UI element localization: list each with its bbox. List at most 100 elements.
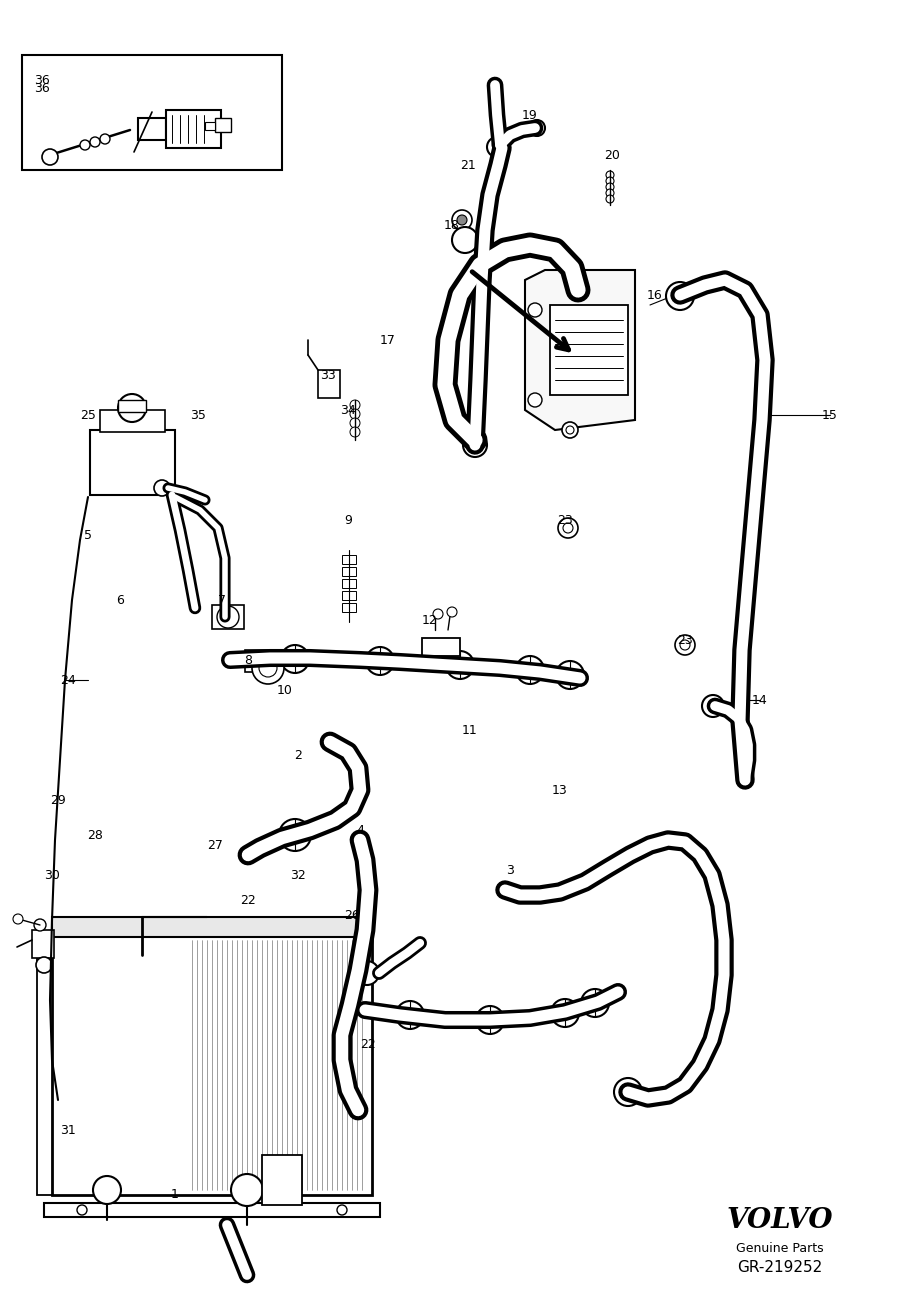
- Circle shape: [528, 303, 542, 317]
- Circle shape: [563, 523, 573, 533]
- Circle shape: [487, 136, 507, 157]
- Text: 27: 27: [207, 838, 223, 852]
- Circle shape: [350, 409, 360, 420]
- Text: 15: 15: [822, 408, 838, 421]
- Circle shape: [355, 961, 379, 985]
- Text: 14: 14: [752, 694, 768, 707]
- Text: 8: 8: [244, 653, 252, 666]
- Bar: [205, 122, 215, 130]
- Bar: [166, 110, 221, 148]
- Circle shape: [231, 1174, 263, 1205]
- Bar: [44, 1203, 380, 1217]
- Bar: [100, 410, 165, 433]
- Text: 36: 36: [34, 82, 50, 95]
- Circle shape: [463, 433, 487, 457]
- Circle shape: [581, 989, 609, 1017]
- Text: 34: 34: [340, 404, 356, 417]
- Bar: [342, 603, 356, 612]
- Bar: [342, 566, 356, 575]
- Circle shape: [452, 210, 472, 230]
- Circle shape: [606, 183, 614, 191]
- Circle shape: [447, 607, 457, 617]
- Circle shape: [90, 136, 100, 147]
- Circle shape: [680, 640, 690, 650]
- Bar: [318, 370, 340, 397]
- Circle shape: [606, 177, 614, 184]
- Circle shape: [606, 188, 614, 197]
- Circle shape: [259, 659, 277, 677]
- Text: 17: 17: [380, 334, 396, 347]
- Bar: [422, 638, 460, 656]
- Circle shape: [80, 140, 90, 149]
- Circle shape: [42, 149, 58, 165]
- Text: 9: 9: [344, 513, 352, 526]
- Bar: [138, 118, 166, 140]
- Circle shape: [566, 426, 574, 434]
- Text: 16: 16: [647, 288, 663, 301]
- Text: 36: 36: [34, 74, 50, 87]
- Circle shape: [606, 195, 614, 203]
- Text: 28: 28: [87, 829, 103, 842]
- Text: 7: 7: [218, 594, 226, 607]
- Text: Genuine Parts: Genuine Parts: [737, 1242, 824, 1255]
- Circle shape: [562, 422, 578, 438]
- Circle shape: [558, 518, 578, 538]
- Circle shape: [100, 134, 110, 144]
- Circle shape: [350, 427, 360, 436]
- Text: GR-219252: GR-219252: [737, 1260, 823, 1276]
- Text: 24: 24: [60, 673, 76, 686]
- Text: 3: 3: [506, 864, 514, 877]
- Text: 6: 6: [116, 594, 124, 607]
- Text: 22: 22: [360, 1038, 376, 1051]
- Circle shape: [614, 1078, 642, 1105]
- Bar: [52, 917, 372, 937]
- Text: 13: 13: [552, 783, 568, 796]
- Circle shape: [350, 400, 360, 410]
- Circle shape: [281, 646, 309, 673]
- Circle shape: [702, 695, 724, 717]
- Circle shape: [446, 651, 474, 679]
- Circle shape: [551, 999, 579, 1028]
- Circle shape: [13, 914, 23, 924]
- Text: 35: 35: [190, 408, 206, 421]
- Bar: [245, 650, 280, 672]
- Circle shape: [34, 918, 46, 931]
- Circle shape: [279, 818, 311, 851]
- Circle shape: [337, 1205, 347, 1215]
- Text: 25: 25: [80, 408, 96, 421]
- Circle shape: [433, 609, 443, 620]
- Text: 1: 1: [171, 1189, 179, 1202]
- Text: 23: 23: [557, 513, 573, 526]
- Text: 5: 5: [84, 529, 92, 542]
- Text: 30: 30: [44, 869, 60, 882]
- Bar: [342, 579, 356, 588]
- Circle shape: [529, 120, 545, 136]
- PathPatch shape: [525, 270, 635, 430]
- Circle shape: [457, 216, 467, 225]
- Text: 26: 26: [344, 908, 360, 921]
- Bar: [342, 591, 356, 600]
- Text: 23: 23: [677, 634, 693, 647]
- Text: 4: 4: [356, 824, 364, 837]
- Text: VOLVO: VOLVO: [727, 1207, 834, 1234]
- Text: 31: 31: [60, 1124, 76, 1137]
- Bar: [212, 605, 244, 629]
- Circle shape: [675, 635, 695, 655]
- Circle shape: [468, 438, 482, 452]
- Circle shape: [606, 171, 614, 179]
- Circle shape: [77, 1205, 87, 1215]
- Circle shape: [252, 652, 284, 685]
- Text: 32: 32: [290, 869, 306, 882]
- Circle shape: [666, 282, 694, 310]
- Circle shape: [366, 647, 394, 675]
- Circle shape: [154, 481, 170, 496]
- Circle shape: [350, 418, 360, 427]
- Bar: [342, 555, 356, 564]
- Text: 29: 29: [50, 794, 66, 807]
- Text: 18: 18: [444, 218, 460, 231]
- Text: 21: 21: [460, 158, 476, 171]
- Circle shape: [217, 607, 239, 627]
- Circle shape: [93, 1176, 121, 1204]
- Text: 22: 22: [240, 894, 255, 907]
- Text: 2: 2: [294, 748, 302, 761]
